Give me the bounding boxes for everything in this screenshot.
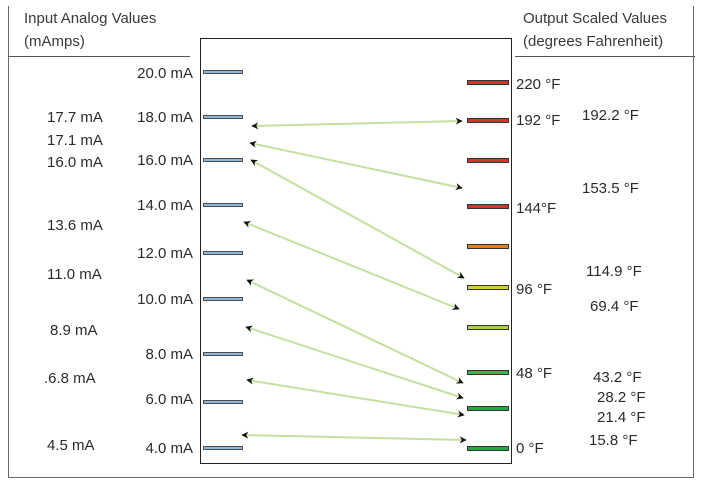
input-tick bbox=[203, 297, 243, 301]
input-scale-label: 4.0 mA bbox=[145, 440, 193, 457]
output-value-label: 28.2 °F bbox=[597, 389, 646, 406]
mapping-arrow bbox=[251, 117, 463, 130]
input-title: Input Analog Values bbox=[24, 10, 157, 27]
output-scale-label: 192 °F bbox=[516, 112, 561, 129]
input-value-label: .6.8 mA bbox=[44, 370, 96, 387]
input-header-rule bbox=[8, 56, 190, 57]
output-tick bbox=[467, 446, 509, 451]
input-units: (mAmps) bbox=[24, 33, 85, 50]
mapping-arrow bbox=[246, 279, 464, 384]
output-tick bbox=[467, 244, 509, 249]
input-tick bbox=[203, 203, 243, 207]
output-tick bbox=[467, 204, 509, 209]
input-tick bbox=[203, 251, 243, 255]
input-scale-label: 6.0 mA bbox=[145, 391, 193, 408]
input-scale-label: 8.0 mA bbox=[145, 346, 193, 363]
output-tick bbox=[467, 325, 509, 330]
output-value-label: 43.2 °F bbox=[593, 369, 642, 386]
output-value-label: 15.8 °F bbox=[589, 432, 638, 449]
output-scale-label: 48 °F bbox=[516, 365, 553, 382]
input-tick bbox=[203, 158, 243, 162]
output-value-label: 69.4 °F bbox=[590, 298, 639, 315]
output-scale-label: 220 °F bbox=[516, 76, 561, 93]
input-scale-label: 14.0 mA bbox=[137, 197, 193, 214]
input-value-label: 4.5 mA bbox=[47, 437, 95, 454]
mapping-arrow bbox=[243, 221, 460, 310]
input-value-label: 11.0 mA bbox=[47, 266, 102, 283]
output-tick bbox=[467, 285, 509, 290]
input-tick bbox=[203, 115, 243, 119]
output-header-rule bbox=[515, 56, 695, 57]
mapping-arrow bbox=[241, 431, 467, 444]
input-scale-label: 16.0 mA bbox=[137, 152, 193, 169]
output-scale-label: 0 °F bbox=[516, 440, 544, 457]
input-tick bbox=[203, 352, 243, 356]
output-value-label: 114.9 °F bbox=[586, 263, 642, 280]
input-scale-label: 10.0 mA bbox=[137, 291, 193, 308]
output-value-label: 192.2 °F bbox=[582, 107, 639, 124]
output-value-label: 21.4 °F bbox=[597, 409, 646, 426]
input-scale-label: 12.0 mA bbox=[137, 245, 193, 262]
mapping-arrow bbox=[250, 159, 465, 279]
mapping-arrow bbox=[246, 377, 465, 418]
diagram-frame bbox=[8, 6, 694, 478]
output-tick bbox=[467, 406, 509, 411]
input-value-label: 8.9 mA bbox=[50, 322, 98, 339]
input-tick bbox=[203, 446, 243, 450]
input-scale-label: 20.0 mA bbox=[137, 65, 193, 82]
input-value-label: 17.1 mA bbox=[47, 132, 103, 149]
input-tick bbox=[203, 70, 243, 74]
mapping-arrow bbox=[249, 140, 463, 191]
output-tick bbox=[467, 80, 509, 85]
output-tick bbox=[467, 370, 509, 375]
mapping-arrow bbox=[245, 325, 464, 400]
output-tick bbox=[467, 158, 509, 163]
input-value-label: 16.0 mA bbox=[47, 154, 103, 171]
input-value-label: 13.6 mA bbox=[47, 217, 103, 234]
output-scale-label: 144°F bbox=[516, 200, 557, 217]
output-title: Output Scaled Values bbox=[523, 10, 667, 27]
output-units: (degrees Fahrenheit) bbox=[523, 33, 664, 50]
output-tick bbox=[467, 118, 509, 123]
output-scale-label: 96 °F bbox=[516, 281, 553, 298]
input-value-label: 17.7 mA bbox=[47, 109, 103, 126]
input-scale-label: 18.0 mA bbox=[137, 109, 193, 126]
input-tick bbox=[203, 400, 243, 404]
output-value-label: 153.5 °F bbox=[582, 180, 639, 197]
